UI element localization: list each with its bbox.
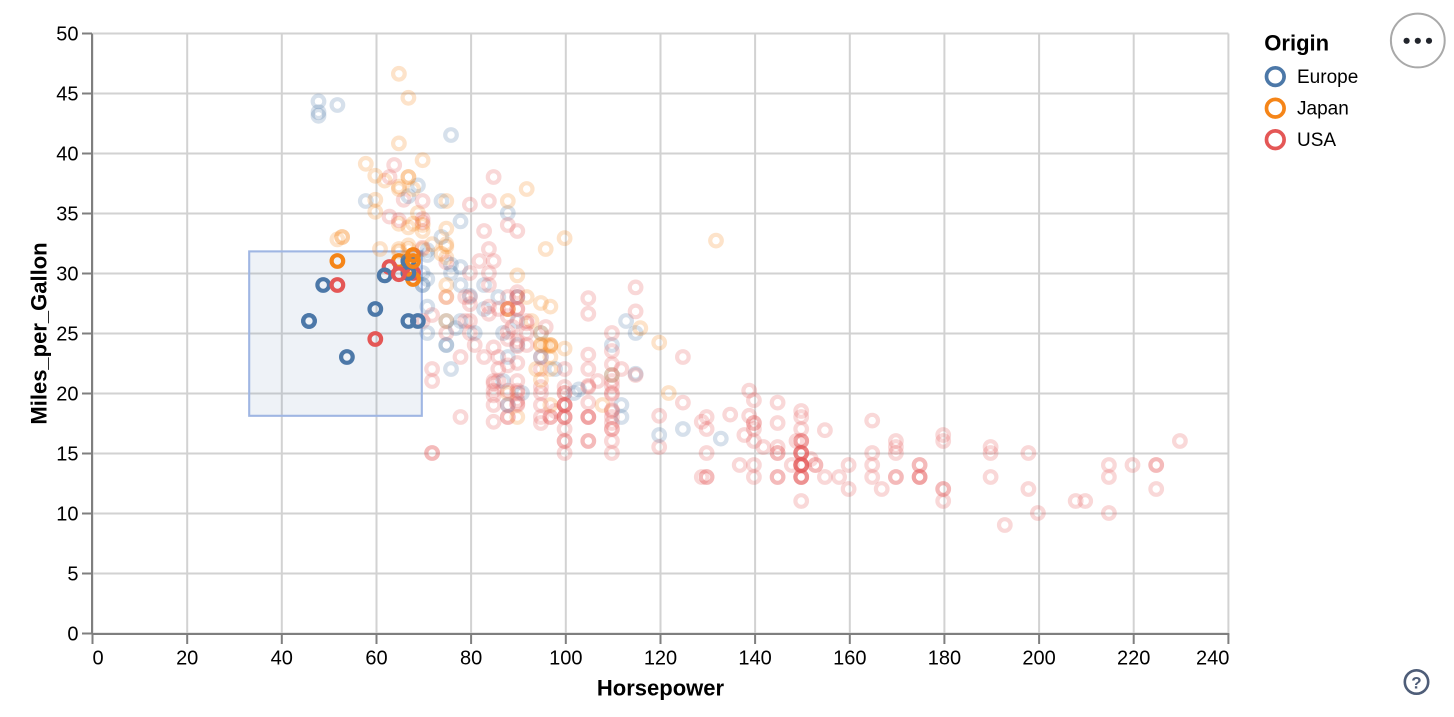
svg-text:180: 180	[928, 648, 961, 670]
svg-text:60: 60	[365, 648, 387, 670]
svg-text:220: 220	[1117, 648, 1150, 670]
svg-text:160: 160	[833, 648, 866, 670]
svg-text:80: 80	[460, 648, 482, 670]
svg-text:35: 35	[56, 204, 78, 226]
svg-text:20: 20	[176, 648, 198, 670]
svg-text:50: 50	[56, 24, 78, 46]
svg-text:?: ?	[1411, 674, 1421, 693]
svg-text:0: 0	[67, 624, 78, 646]
svg-text:25: 25	[56, 324, 78, 346]
svg-text:5: 5	[67, 564, 78, 586]
svg-text:40: 40	[271, 648, 293, 670]
svg-text:Miles_per_Gallon: Miles_per_Gallon	[27, 242, 52, 424]
svg-text:40: 40	[56, 144, 78, 166]
svg-text:100: 100	[549, 648, 582, 670]
svg-text:140: 140	[738, 648, 771, 670]
svg-text:Japan: Japan	[1297, 98, 1349, 119]
svg-text:30: 30	[56, 264, 78, 286]
svg-text:Horsepower: Horsepower	[597, 675, 725, 700]
svg-text:120: 120	[644, 648, 677, 670]
svg-text:45: 45	[56, 84, 78, 106]
svg-text:15: 15	[56, 444, 78, 466]
svg-text:0: 0	[93, 648, 104, 670]
svg-text:Europe: Europe	[1297, 67, 1358, 88]
svg-text:USA: USA	[1297, 130, 1336, 151]
svg-text:10: 10	[56, 504, 78, 526]
svg-text:200: 200	[1022, 648, 1055, 670]
svg-text:20: 20	[56, 384, 78, 406]
svg-text:240: 240	[1196, 648, 1229, 670]
svg-text:Origin: Origin	[1264, 31, 1329, 56]
